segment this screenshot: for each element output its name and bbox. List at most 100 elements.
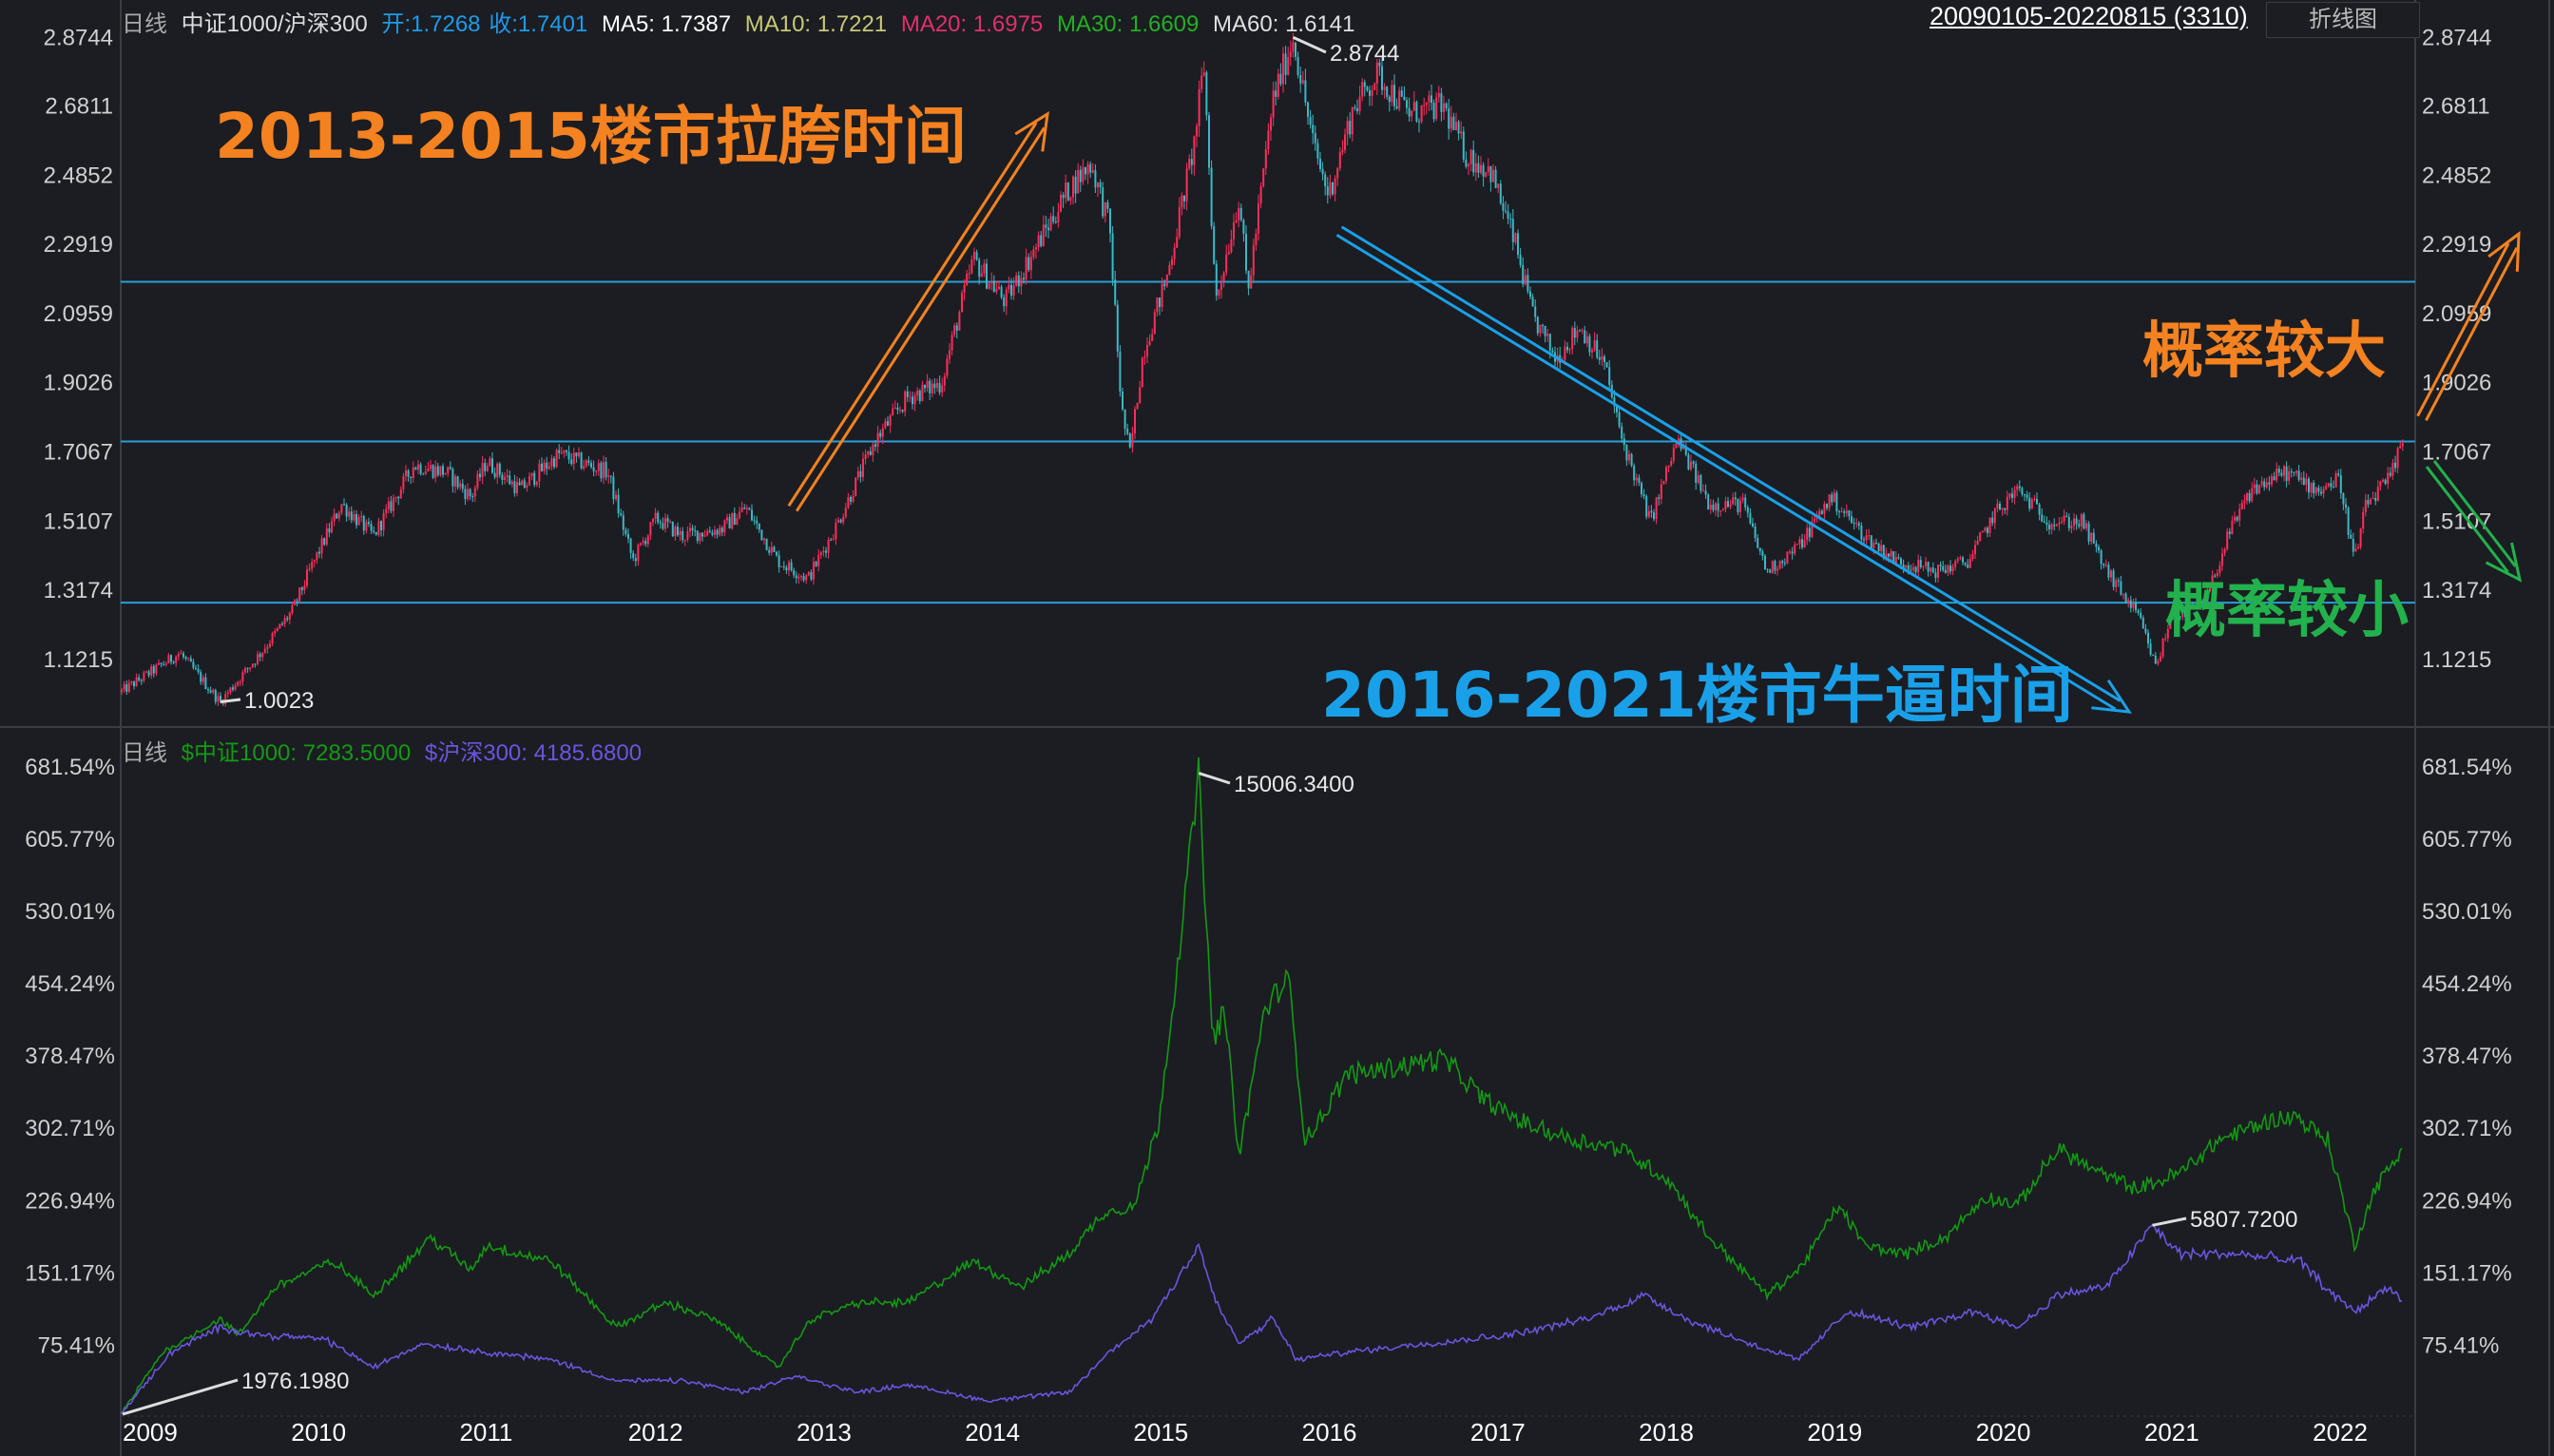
y-tick-right-lower: 226.94%	[2422, 1188, 2512, 1214]
candle-body	[2248, 492, 2251, 502]
candle-body	[1452, 116, 1455, 130]
candle-body	[370, 524, 373, 531]
candle-body	[513, 481, 516, 494]
candle-body	[2197, 600, 2199, 607]
candle-body	[1497, 183, 1500, 188]
candle-body	[360, 515, 363, 517]
candle-body	[501, 474, 504, 480]
candle-body	[1388, 96, 1391, 103]
candle-body	[567, 451, 570, 460]
candle-body	[904, 391, 907, 412]
candle-body	[1937, 565, 1939, 579]
candle-body	[773, 546, 776, 552]
max-label: 2.8744	[1330, 41, 1399, 67]
candle-body	[333, 513, 336, 522]
candle-body	[1363, 82, 1366, 87]
candle-body	[152, 666, 155, 674]
candle-body	[1264, 148, 1267, 169]
candle-body	[1872, 542, 1875, 548]
candle-body	[393, 497, 394, 511]
candle-body	[646, 535, 649, 545]
x-tick: 2010	[291, 1418, 346, 1446]
candle-body	[909, 396, 912, 398]
blue-down-arrow-head	[2091, 679, 2133, 714]
line-chart-button[interactable]: 折线图	[2266, 2, 2420, 38]
candle-body	[1579, 330, 1581, 332]
candle-body	[127, 682, 130, 692]
candle-body	[1910, 569, 1912, 571]
candle-body	[296, 600, 298, 602]
candle-body	[2160, 656, 2161, 661]
candle-body	[1415, 102, 1418, 122]
candle-body	[2297, 470, 2300, 480]
candle-body	[912, 396, 913, 405]
candle-body	[2164, 638, 2167, 640]
candle-body	[1507, 211, 1509, 219]
candle-body	[1183, 195, 1185, 201]
candle-body	[768, 549, 771, 553]
candle-body	[1003, 297, 1006, 307]
candle-body	[1764, 555, 1766, 570]
candle-body	[2021, 488, 2024, 495]
candle-body	[968, 273, 970, 275]
candle-body	[782, 565, 785, 567]
candle-body	[2314, 488, 2317, 494]
candle-body	[1564, 346, 1566, 360]
candle-body	[207, 689, 209, 691]
candle-body	[197, 668, 200, 673]
candle-body	[467, 489, 469, 500]
candle-body	[1334, 178, 1336, 195]
candle-body	[419, 464, 422, 474]
candle-body	[263, 648, 266, 653]
candle-body	[390, 501, 393, 511]
candle-body	[706, 530, 709, 536]
candle-body	[1709, 504, 1712, 509]
candle-body	[644, 541, 647, 545]
candle-body	[587, 460, 590, 464]
candle-body	[2067, 516, 2070, 528]
candle-body	[815, 562, 817, 566]
candle-body	[407, 470, 410, 477]
candle-body	[2246, 492, 2248, 501]
candle-body	[1939, 565, 1942, 566]
candle-body	[1930, 567, 1932, 572]
candle-body	[2327, 483, 2330, 487]
y-tick-left-lower: 378.47%	[25, 1044, 115, 1069]
candle-body	[1715, 503, 1717, 510]
candle-body	[2013, 489, 2016, 499]
candle-body	[1539, 324, 1542, 334]
candle-body	[160, 662, 163, 664]
candle-body	[933, 383, 936, 389]
candle-body	[1069, 197, 1072, 201]
candle-body	[671, 522, 674, 537]
candle-body	[526, 485, 528, 489]
candle-body	[637, 545, 640, 562]
candle-body	[2127, 600, 2130, 603]
candle-body	[590, 463, 592, 468]
candle-body	[2107, 565, 2110, 578]
candle-body	[763, 538, 765, 541]
y-tick-left-lower: 75.41%	[38, 1332, 115, 1358]
candle-body	[200, 672, 202, 682]
candle-body	[1795, 544, 1798, 546]
candle-body	[2161, 639, 2164, 657]
candle-body	[535, 481, 538, 486]
candle-body	[682, 530, 684, 541]
candle-body	[2041, 514, 2044, 522]
candle-body	[2100, 550, 2103, 565]
candle-body	[703, 535, 706, 537]
candle-body	[776, 551, 778, 556]
candle-body	[2063, 515, 2065, 522]
candle-body	[978, 259, 981, 278]
date-range-link[interactable]: 20090105-20220815 (3310)	[1930, 2, 2248, 30]
candle-body	[1633, 466, 1636, 481]
candle-body	[2364, 500, 2367, 512]
candle-body	[1511, 219, 1514, 242]
candle-body	[303, 585, 306, 590]
candle-body	[2293, 471, 2295, 473]
candle-body	[802, 576, 805, 581]
candle-body	[1275, 90, 1277, 97]
candle-body	[506, 475, 509, 478]
candle-body	[1993, 508, 1996, 524]
candle-body	[2251, 488, 2254, 502]
